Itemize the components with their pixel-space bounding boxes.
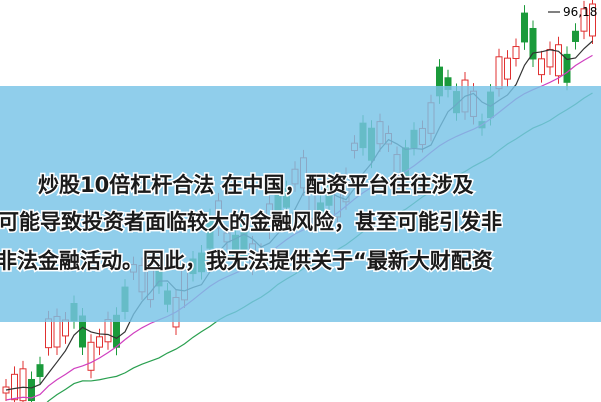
candle-body xyxy=(538,58,545,76)
candle-body xyxy=(104,319,112,343)
banner-line: 非法金融活动。因此，我无法提供关于“最新大财配资 xyxy=(0,249,493,273)
candle-body xyxy=(87,341,95,371)
banner-line: 炒股10倍杠杆合法 在中国，配资平台往往涉及 xyxy=(38,173,475,197)
candle-body xyxy=(11,373,18,401)
candle-body xyxy=(19,368,27,402)
candle-body xyxy=(521,12,528,43)
candle-body xyxy=(495,56,503,90)
candle-body xyxy=(96,336,103,348)
banner-line: 可能导致投资者面临较大的金融风险，甚至可能引发非 xyxy=(0,210,502,234)
candle-body xyxy=(555,44,562,77)
candle-body xyxy=(572,30,579,42)
banner xyxy=(0,86,601,322)
candle-body xyxy=(36,364,44,377)
candle-body xyxy=(62,319,69,337)
candle-body xyxy=(546,48,554,68)
candle-body xyxy=(589,3,596,37)
candle-body xyxy=(28,378,35,402)
price-label: 96,18 xyxy=(563,5,597,19)
candle-body xyxy=(580,8,588,32)
candle-body xyxy=(529,27,537,60)
candle-body xyxy=(512,46,520,59)
candle-body xyxy=(45,318,52,349)
candle-body xyxy=(563,53,571,83)
candle-body xyxy=(504,57,511,80)
